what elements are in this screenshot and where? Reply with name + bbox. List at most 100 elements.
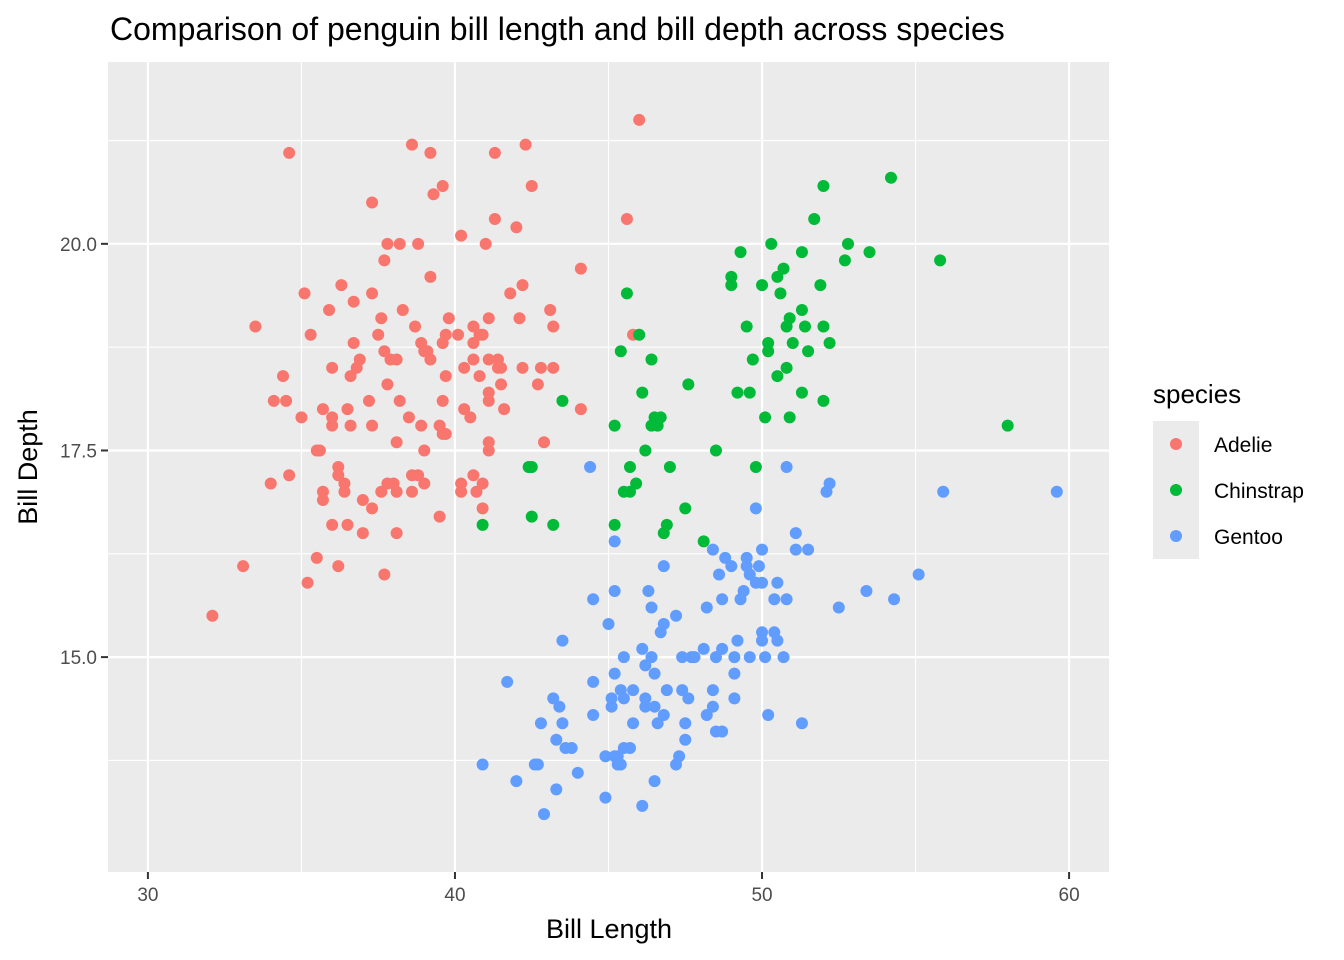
legend-key-adelie [1170,438,1182,450]
point-adelie [390,353,403,366]
point-adelie [476,328,489,341]
y-axis-title: Bill Depth [13,409,43,525]
series-adelie [206,113,646,622]
point-adelie [409,320,422,333]
point-chinstrap [884,171,897,184]
point-gentoo [608,667,621,680]
point-gentoo [531,758,544,771]
point-adelie [525,179,538,192]
point-chinstrap [762,337,775,350]
point-adelie [405,485,418,498]
point-gentoo [709,651,722,664]
x-axis-title: Bill Length [546,914,672,944]
point-chinstrap [817,179,830,192]
point-gentoo [789,527,802,540]
point-adelie [310,551,323,564]
point-chinstrap [476,518,489,531]
point-chinstrap [660,518,673,531]
point-chinstrap [734,246,747,259]
point-gentoo [627,717,640,730]
point-adelie [510,221,523,234]
point-chinstrap [817,394,830,407]
point-gentoo [740,551,753,564]
point-adelie [424,146,437,159]
point-gentoo [556,717,569,730]
point-adelie [482,444,495,457]
point-gentoo [706,700,719,713]
point-gentoo [547,692,560,705]
point-gentoo [501,675,514,688]
point-adelie [476,477,489,490]
point-adelie [338,477,351,490]
point-gentoo [1050,485,1063,498]
point-adelie [316,403,329,416]
point-adelie [323,303,336,316]
data-points [206,113,1063,821]
point-gentoo [660,684,673,697]
point-chinstrap [731,386,744,399]
point-chinstrap [756,279,769,292]
point-adelie [393,237,406,250]
chart-title: Comparison of penguin bill length and bi… [110,11,1005,47]
point-chinstrap [795,386,808,399]
point-adelie [516,361,529,374]
point-gentoo [608,584,621,597]
point-adelie [482,394,495,407]
point-adelie [264,477,277,490]
point-gentoo [676,651,689,664]
point-chinstrap [645,353,658,366]
point-chinstrap [614,345,627,358]
y-tick-label: 15.0 [60,648,97,669]
point-adelie [344,370,357,383]
point-adelie [467,337,480,350]
x-tick-label: 40 [444,885,465,906]
gridlines [108,62,1109,872]
point-gentoo [587,675,600,688]
point-adelie [366,419,379,432]
legend-label-gentoo: Gentoo [1214,526,1283,549]
point-gentoo [756,634,769,647]
point-chinstrap [623,485,636,498]
point-chinstrap [759,411,772,424]
point-adelie [249,320,262,333]
point-chinstrap [709,444,722,457]
point-adelie [476,502,489,515]
point-chinstrap [547,518,560,531]
point-gentoo [823,477,836,490]
point-gentoo [679,717,692,730]
point-adelie [405,138,418,151]
point-chinstrap [630,477,643,490]
point-gentoo [756,576,769,589]
legend-title: species [1153,379,1241,409]
point-gentoo [789,543,802,556]
point-chinstrap [795,246,808,259]
point-gentoo [614,758,627,771]
point-gentoo [937,485,950,498]
point-adelie [482,312,495,325]
point-adelie [482,436,495,449]
point-gentoo [771,634,784,647]
legend-key-chinstrap [1170,484,1182,496]
point-gentoo [673,750,686,763]
point-adelie [498,403,511,416]
point-adelie [381,237,394,250]
point-chinstrap [786,337,799,350]
point-adelie [439,328,452,341]
point-chinstrap [802,345,815,358]
point-gentoo [780,593,793,606]
point-gentoo [476,758,489,771]
point-gentoo [697,642,710,655]
point-gentoo [636,799,649,812]
point-adelie [366,196,379,209]
point-gentoo [617,692,630,705]
point-gentoo [605,692,618,705]
point-adelie [488,146,501,159]
point-adelie [547,320,560,333]
point-gentoo [636,642,649,655]
point-adelie [326,518,339,531]
point-gentoo [912,568,925,581]
point-gentoo [587,708,600,721]
point-gentoo [553,700,566,713]
point-gentoo [587,593,600,606]
legend-label-chinstrap: Chinstrap [1214,480,1304,503]
